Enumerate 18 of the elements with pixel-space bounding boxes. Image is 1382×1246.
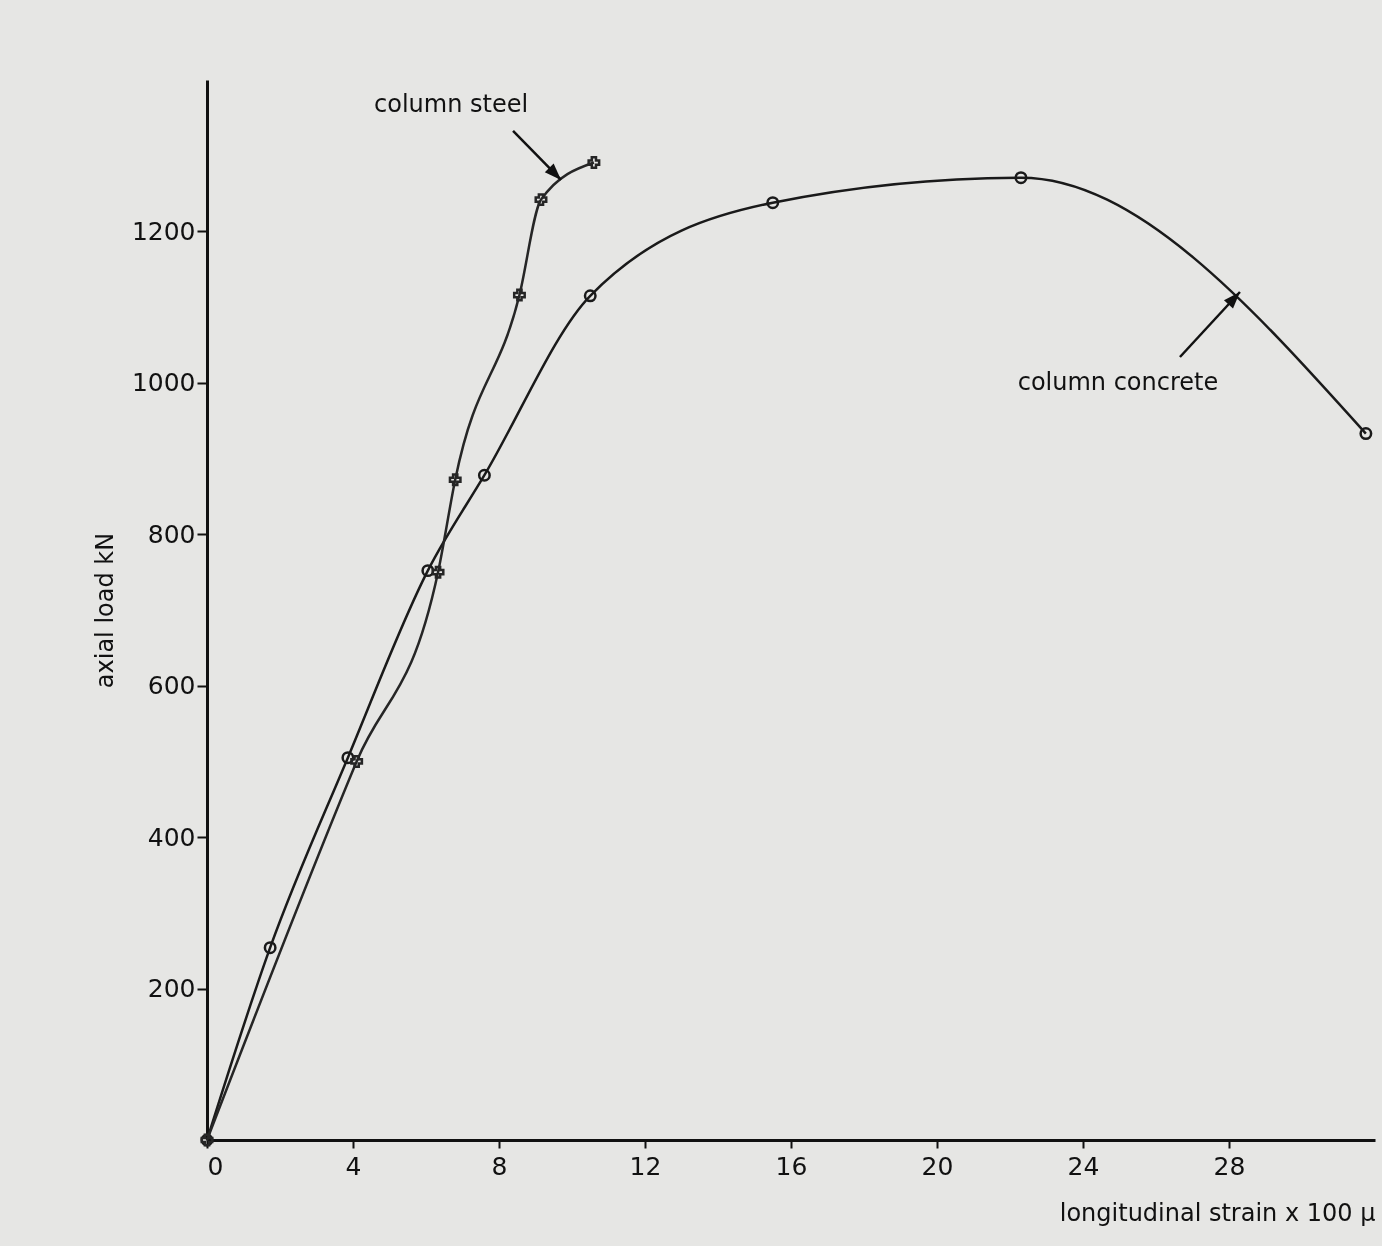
x-tick-label: 16	[775, 1151, 808, 1181]
y-axis-title: axial load kN	[90, 532, 119, 689]
x-tick-label: 12	[629, 1151, 662, 1181]
x-tick-label: 8	[491, 1151, 508, 1181]
x-tick-label: 20	[921, 1151, 954, 1181]
y-tick-label: 400	[147, 822, 196, 852]
y-tick-label: 1200	[131, 216, 196, 246]
y-tick-label: 200	[147, 974, 196, 1004]
annotation: column steel	[374, 89, 529, 118]
y-tick-label: 600	[147, 671, 196, 701]
y-tick-label: 800	[147, 519, 196, 549]
x-tick-label: 24	[1067, 1151, 1100, 1181]
y-tick-label: 1000	[131, 368, 196, 398]
annotation: column concrete	[1017, 368, 1219, 396]
x-tick-label: 28	[1213, 1151, 1246, 1181]
x-tick-label: 0	[207, 1151, 224, 1181]
x-tick-label: 4	[345, 1151, 362, 1181]
x-axis-title: longitudinal strain x 100 μ	[1059, 1198, 1376, 1227]
